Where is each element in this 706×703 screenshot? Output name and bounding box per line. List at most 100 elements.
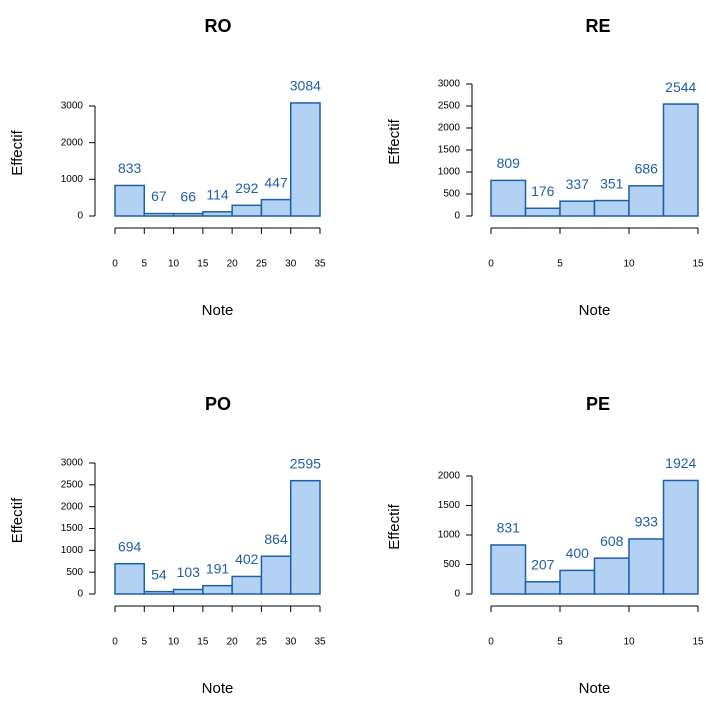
data-label: 831 xyxy=(497,520,521,536)
x-tick-label: 0 xyxy=(112,637,118,648)
data-label: 176 xyxy=(531,183,555,199)
x-tick-label: 5 xyxy=(142,637,148,648)
data-label: 686 xyxy=(635,161,659,177)
x-tick-label: 10 xyxy=(168,259,180,270)
data-label: 191 xyxy=(206,560,230,576)
y-tick-label: 1000 xyxy=(61,174,84,185)
bar xyxy=(628,185,665,217)
bar xyxy=(172,212,204,217)
data-label: 292 xyxy=(235,180,259,196)
bar xyxy=(114,184,146,217)
data-label: 114 xyxy=(206,187,229,203)
y-tick-label: 3000 xyxy=(61,101,84,112)
x-tick-label: 30 xyxy=(285,259,297,270)
chart-title: RE xyxy=(585,16,610,36)
y-tick-label: 2000 xyxy=(438,471,461,482)
x-tick-label: 5 xyxy=(557,259,563,270)
bar xyxy=(524,207,561,217)
y-axis-label: Effectif xyxy=(386,503,403,549)
bar xyxy=(143,590,175,595)
data-label: 2595 xyxy=(290,455,321,471)
bar xyxy=(114,562,146,595)
bar xyxy=(559,569,596,595)
data-label: 1924 xyxy=(665,455,696,471)
y-tick-label: 0 xyxy=(77,589,83,600)
y-tick-label: 500 xyxy=(443,189,460,200)
bar xyxy=(628,538,665,595)
x-tick-label: 35 xyxy=(314,637,326,648)
x-tick-label: 5 xyxy=(142,259,148,270)
data-label: 207 xyxy=(531,556,555,572)
x-tick-label: 15 xyxy=(692,637,704,648)
bar xyxy=(231,575,263,595)
x-tick-label: 5 xyxy=(557,637,563,648)
data-label: 351 xyxy=(600,175,624,191)
bar xyxy=(202,584,233,595)
y-axis-label: Effectif xyxy=(9,497,26,543)
y-tick-label: 3000 xyxy=(61,458,84,469)
bar xyxy=(662,479,699,595)
y-tick-label: 1500 xyxy=(438,500,461,511)
data-label: 103 xyxy=(177,564,201,580)
y-tick-label: 500 xyxy=(443,559,460,570)
x-tick-label: 15 xyxy=(692,259,704,270)
x-tick-label: 15 xyxy=(197,637,209,648)
x-tick-label: 0 xyxy=(488,637,494,648)
y-axis-label: Effectif xyxy=(386,118,403,164)
y-tick-label: 500 xyxy=(66,567,83,578)
bar xyxy=(559,200,596,217)
x-axis-label: Note xyxy=(579,680,611,697)
x-axis-label: Note xyxy=(202,302,234,319)
x-tick-label: 20 xyxy=(227,637,239,648)
bar xyxy=(172,588,204,595)
data-label: 66 xyxy=(180,188,196,204)
data-label: 54 xyxy=(151,566,167,582)
data-label: 933 xyxy=(635,514,659,530)
y-tick-label: 2000 xyxy=(61,501,84,512)
bar xyxy=(289,102,321,217)
x-tick-label: 10 xyxy=(623,637,635,648)
y-tick-label: 2000 xyxy=(61,137,84,148)
data-label: 400 xyxy=(566,545,590,561)
y-tick-label: 2500 xyxy=(438,101,461,112)
x-tick-label: 20 xyxy=(227,259,239,270)
x-axis-label: Note xyxy=(579,302,611,319)
y-axis-label: Effectif xyxy=(9,129,26,175)
x-tick-label: 15 xyxy=(197,259,209,270)
data-label: 833 xyxy=(118,160,142,176)
x-tick-label: 0 xyxy=(488,259,494,270)
x-tick-label: 10 xyxy=(168,637,180,648)
chart-title: PE xyxy=(586,394,610,414)
x-tick-label: 30 xyxy=(285,637,297,648)
y-tick-label: 2500 xyxy=(61,479,84,490)
data-label: 447 xyxy=(264,174,288,190)
data-label: 694 xyxy=(118,538,142,554)
y-tick-label: 1500 xyxy=(438,145,461,156)
x-tick-label: 0 xyxy=(112,259,118,270)
data-label: 2544 xyxy=(665,79,696,95)
data-label: 337 xyxy=(566,176,590,192)
y-tick-label: 3000 xyxy=(438,79,461,90)
bar xyxy=(524,581,561,595)
bar xyxy=(593,557,630,595)
bar xyxy=(260,555,292,595)
bar xyxy=(143,212,175,217)
bar xyxy=(490,179,527,217)
bar xyxy=(289,479,321,595)
y-tick-label: 0 xyxy=(454,211,460,222)
x-tick-label: 25 xyxy=(256,637,268,648)
y-tick-label: 1000 xyxy=(438,167,461,178)
y-tick-label: 1000 xyxy=(61,545,84,556)
y-tick-label: 2000 xyxy=(438,123,461,134)
data-label: 402 xyxy=(235,551,259,567)
bar xyxy=(231,204,263,217)
y-tick-label: 0 xyxy=(454,589,460,600)
bar xyxy=(593,199,630,217)
data-label: 608 xyxy=(600,533,624,549)
x-tick-label: 10 xyxy=(623,259,635,270)
data-label: 864 xyxy=(264,531,288,547)
bar xyxy=(202,211,233,217)
data-label: 67 xyxy=(151,188,167,204)
data-label: 3084 xyxy=(290,78,321,94)
